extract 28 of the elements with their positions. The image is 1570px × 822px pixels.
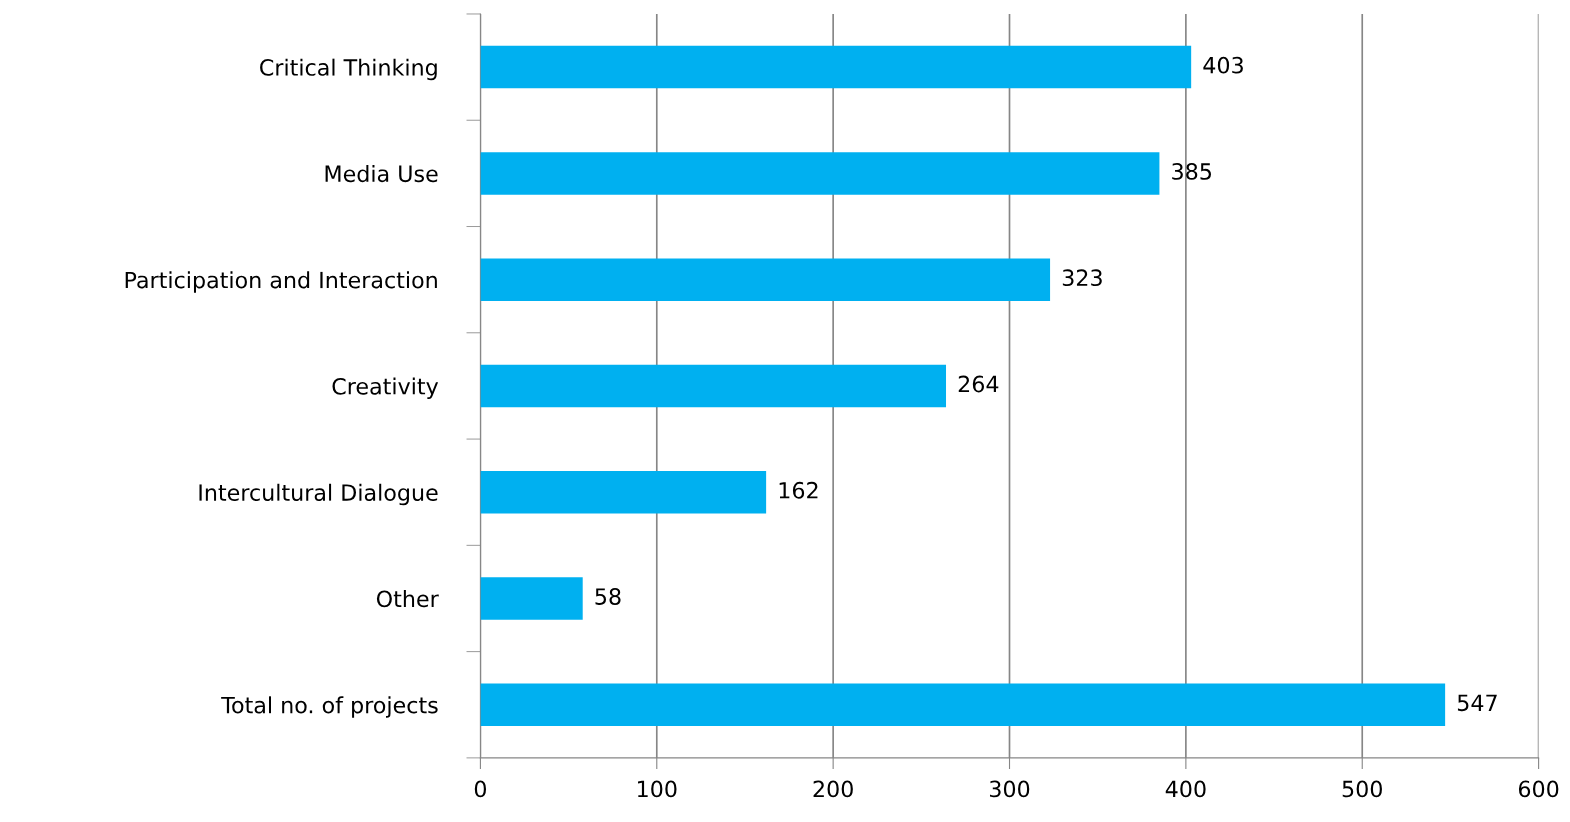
data-label: 162 — [779, 481, 818, 499]
bar — [480, 152, 1160, 195]
y-tick-label: Creativity — [332, 377, 439, 399]
x-tick-label: 400 — [1165, 780, 1206, 798]
bar — [480, 470, 767, 514]
bar — [480, 258, 1051, 301]
data-label: 403 — [1203, 56, 1243, 74]
bar — [480, 683, 1446, 726]
data-label: 58 — [595, 588, 621, 605]
x-tick-label: 500 — [1342, 780, 1382, 798]
y-tick-label: Participation and Interaction — [125, 271, 437, 293]
x-tick-label: 300 — [990, 780, 1030, 798]
y-tick-label: Critical Thinking — [260, 58, 437, 81]
x-tick-label: 0 — [474, 780, 487, 798]
y-tick-label: Other — [376, 590, 439, 608]
x-tick-label: 600 — [1518, 780, 1559, 798]
data-label: 323 — [1062, 269, 1102, 287]
y-tick-label: Total no. of projects — [221, 696, 438, 718]
y-tick-label: Media Use — [325, 164, 438, 183]
bar — [480, 45, 1192, 89]
bar — [480, 364, 947, 408]
data-label: 264 — [958, 375, 999, 393]
x-tick-label: 200 — [813, 780, 853, 798]
bar — [480, 577, 583, 620]
x-tick-label: 100 — [638, 780, 677, 798]
y-tick-label: Intercultural Dialogue — [199, 483, 438, 506]
data-label: 385 — [1172, 163, 1211, 180]
data-label: 547 — [1457, 694, 1497, 712]
